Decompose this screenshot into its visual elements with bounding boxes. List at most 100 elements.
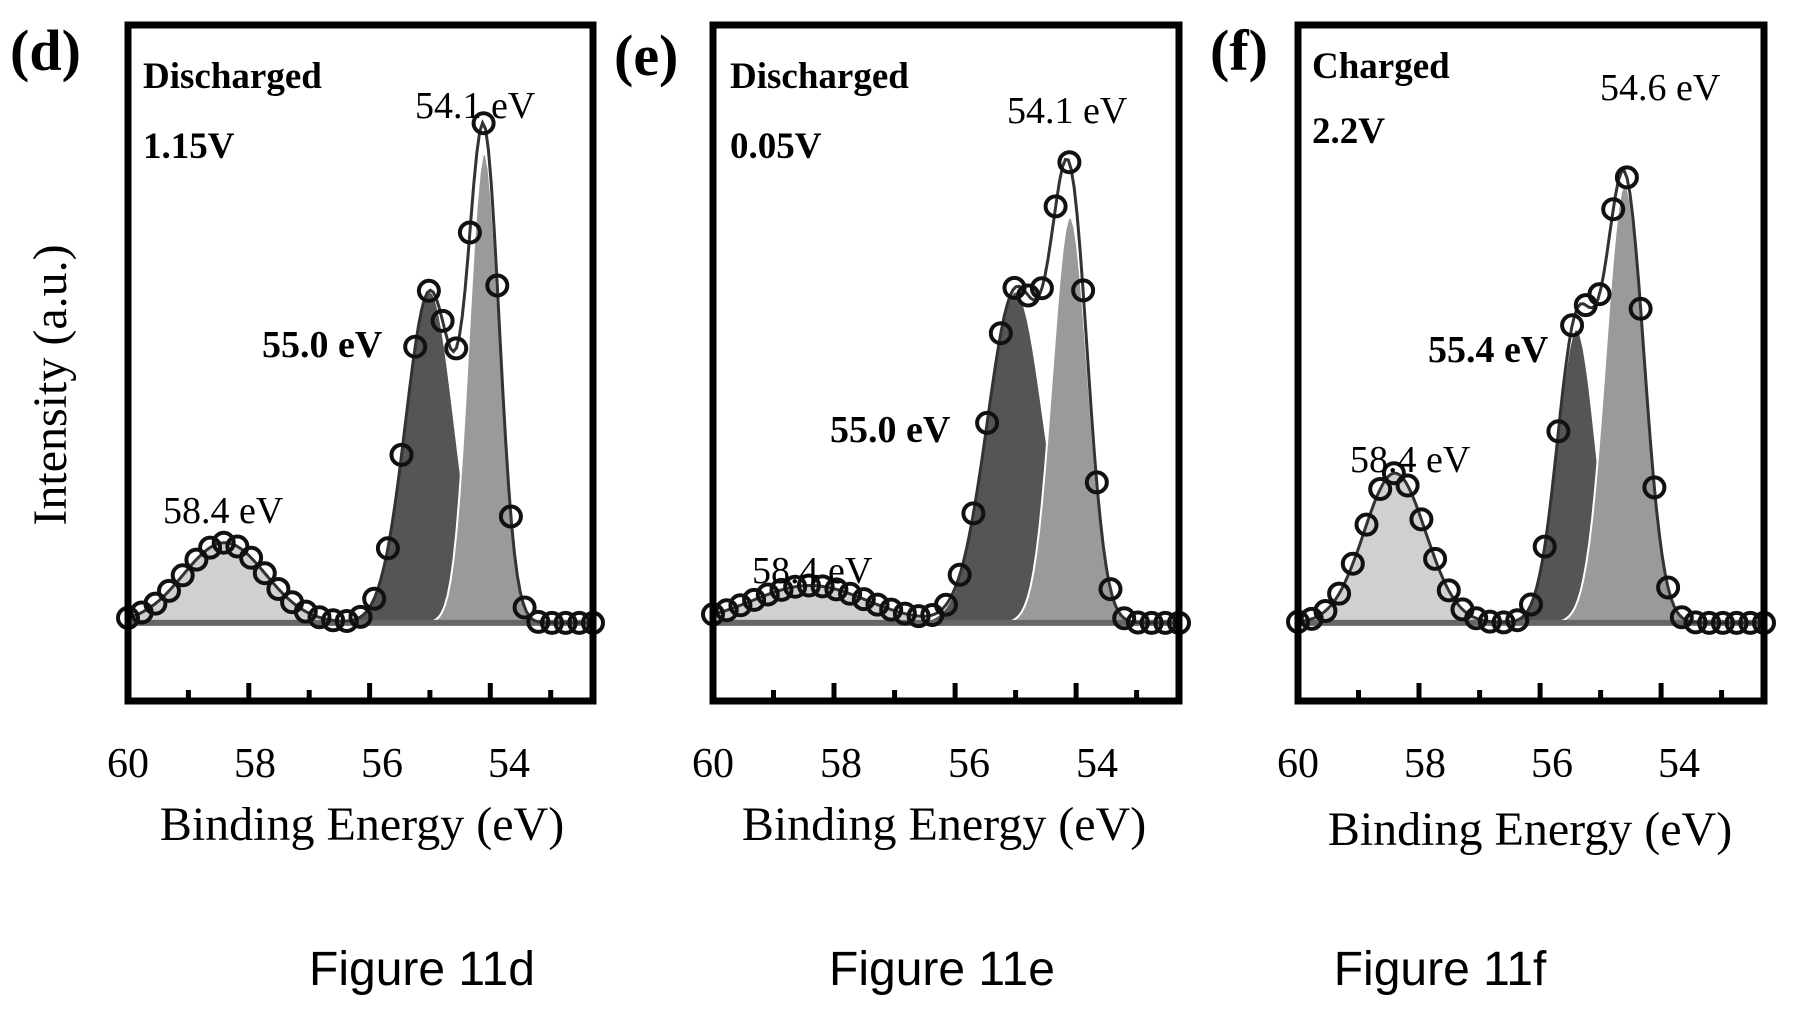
panel-f-data-point [1656,575,1681,600]
panel-d-data-point [143,591,168,616]
panel-f-data-point [1601,197,1626,222]
panel-e-data-point [892,601,917,626]
panel-f-tick-54: 54 [1658,741,1700,787]
panel-d-letter: (d) [10,18,81,83]
panel-d-tick-58: 58 [234,741,276,787]
panel-e-data-point [1029,276,1054,301]
panel-f-data-point [1642,475,1667,500]
panel-e-ticks [710,683,1140,701]
panel-f-data-point [1477,609,1502,634]
panel-e-data-point [934,592,958,617]
panel-d-data-point [526,609,551,634]
panel-d-envelope [127,118,593,625]
panel-e-curves [701,150,1191,635]
panel-f-peak-label-3: 58.4 eV [1350,439,1471,481]
panel-f-x-axis-title: Binding Energy (eV) [1328,803,1732,856]
panel-d-tick-60: 60 [107,741,149,787]
panel-e-data-point [1071,278,1096,303]
panel-e-data-point [851,587,876,612]
panel-f-data-point [1464,606,1489,631]
panel-d-data-point [170,563,195,588]
panel-e-tick-56: 56 [948,741,990,787]
panel-d-data-point [375,536,400,561]
panel-d-data-point [485,273,510,298]
panel-e-tick-60: 60 [692,741,734,787]
panel-f-data-point [1697,610,1722,635]
panel-f-data-point [1519,592,1543,617]
panel-e-data-point [810,574,835,599]
panel-f-data-point [1587,282,1612,307]
panel-e-data-point [865,592,890,617]
panel-f-data-point [1409,507,1434,532]
panel-d-data-point [471,111,496,136]
panel-d-voltage-label: 1.15V [143,126,235,167]
panel-f-tick-60: 60 [1277,741,1319,787]
panel-d-data-point [553,610,578,635]
panel-e-data-point [742,587,767,612]
panel-f-letter: (f) [1210,18,1268,83]
panel-d-data-point [403,334,428,359]
panel-f-data-point [1491,610,1516,635]
panel-d-data-point [321,608,346,633]
panel-d-peak-label-3: 58.4 eV [163,490,284,532]
panel-d-frame [124,21,597,705]
panel-d-tick-54: 54 [488,741,530,787]
panel-d-data-point [307,605,332,630]
panel-f-peak-label-1: 54.6 eV [1600,67,1721,109]
panel-e-x-axis-title: Binding Energy (eV) [742,798,1146,851]
panel-d-data-point [266,577,291,601]
panel-f-data-point [1614,165,1639,190]
panel-d-ticks [125,683,554,701]
y-axis-title: Intensity (a.u.) [24,244,77,525]
panel-e-peak-label-2: 55.0 eV [830,409,951,451]
panel-e-data-point [769,577,794,602]
panel-d-data-point [348,604,373,629]
panel-f-data-point [1395,473,1420,498]
panel-d-data-point [293,599,318,624]
panel-d: (d) Discharged 1.15V 54.1 eV 55.0 eV 58.… [10,18,605,996]
panel-e-data-point [988,321,1013,346]
panel-d-data-point [157,578,181,603]
panel-d-tick-56: 56 [361,741,403,787]
panel-d-caption: Figure 11d [309,943,535,996]
panel-e-tick-58: 58 [820,741,862,787]
panel-d-data-point [430,308,455,333]
panel-e-data-point [1057,150,1082,175]
panel-f-tick-56: 56 [1531,741,1573,787]
panel-e-peak-label-1: 54.1 eV [1007,90,1128,132]
panel-e-state-label: Discharged [730,56,909,97]
panel-f-data-point [1327,581,1352,606]
panel-f-data-point [1505,608,1530,633]
panel-d-data-point [512,595,537,620]
panel-d-data-point [540,610,564,635]
panel-f-frame [1294,21,1768,705]
panel-f-data-point [1560,313,1585,338]
panel-f-data-point [1683,610,1708,635]
panel-e-letter: (e) [614,23,678,88]
panel-f-data-point [1313,599,1338,623]
panel-f-data-point [1669,605,1694,630]
panel-e-data-point [1112,606,1137,631]
panel-e-data-point [947,562,972,587]
panel-d-data-point [567,610,592,635]
panel-e-data-point [961,501,986,526]
panel-e-frame [709,21,1183,705]
panel-d-data-point [498,504,523,529]
panel-d-data-point [457,220,482,245]
panel-d-data-point [444,336,469,361]
panel-f-data-point [1532,534,1557,559]
panel-f-data-point [1340,551,1365,576]
panel-d-peak-label-2: 55.0 eV [262,324,383,366]
panel-e-data-point [879,597,904,622]
panel-f-data-point [1724,610,1749,635]
panel-d-peak-54-1 [128,151,593,624]
panel-d-state-label: Discharged [143,56,322,97]
panel-d-data-point [239,545,264,570]
panel-f-state-label: Charged [1312,46,1450,87]
panel-e-data-point [906,604,931,629]
panel-d-data-point [252,561,277,586]
panel-d-data-point [389,442,414,467]
panel-e: (e) Discharged 0.05V 54.1 eV 55.0 eV 58.… [614,21,1191,996]
panel-e-data-point [1139,610,1164,635]
